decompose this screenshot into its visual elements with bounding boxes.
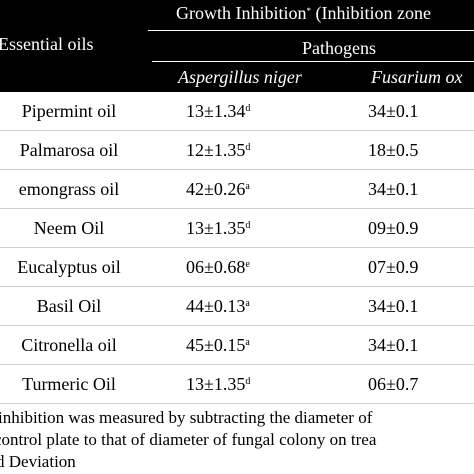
footnote-line: inhibition was measured by subtracting t… <box>0 408 373 427</box>
significance-letter: a <box>245 181 250 192</box>
fusarium-value: 34±0.1 <box>368 179 419 199</box>
oil-name: Pipermint oil <box>21 101 117 121</box>
aspergillus-value: 13±1.34d <box>186 101 250 121</box>
significance-letter: d <box>245 142 251 153</box>
table-row: Eucalyptus oil 06±0.68e 07±0.9 <box>0 248 474 287</box>
header-title-text: Growth Inhibition <box>176 3 307 23</box>
significance-letter: d <box>245 103 251 114</box>
oil-name: Turmeric Oil <box>22 374 116 394</box>
oil-name: Citronella oil <box>21 335 117 355</box>
header-species-fusarium: Fusarium ox <box>371 67 463 87</box>
header-essential-oils: Essential oils <box>0 34 94 54</box>
fusarium-value: 09±0.9 <box>368 218 419 238</box>
aspergillus-value: 42±0.26a <box>186 179 250 199</box>
value-text: 13±1.35 <box>186 218 246 238</box>
fusarium-value: 18±0.5 <box>368 140 419 160</box>
footnote-line: d Deviation <box>0 452 76 471</box>
value-text: 45±0.15 <box>186 335 246 355</box>
value-text: 13±1.34 <box>186 101 246 121</box>
fusarium-value: 07±0.9 <box>368 257 419 277</box>
fusarium-value: 34±0.1 <box>368 101 419 121</box>
value-text: 06±0.68 <box>186 257 246 277</box>
table-row: Pipermint oil 13±1.34d 34±0.1 <box>0 92 474 131</box>
oil-name: Neem Oil <box>33 218 105 238</box>
table-row: Citronella oil 45±0.15a 34±0.1 <box>0 326 474 365</box>
table-row: Basil Oil 44±0.13a 34±0.1 <box>0 287 474 326</box>
header-species-aspergillus: Aspergillus niger <box>178 67 302 87</box>
aspergillus-value: 45±0.15a <box>186 335 250 355</box>
aspergillus-value: 13±1.35d <box>186 218 250 238</box>
aspergillus-value: 06±0.68e <box>186 257 250 277</box>
fusarium-value: 34±0.1 <box>368 296 419 316</box>
header-title: Growth Inhibition* (Inhibition zone <box>176 3 431 23</box>
significance-letter: d <box>245 220 251 231</box>
significance-letter: a <box>245 337 250 348</box>
table-header: Growth Inhibition* (Inhibition zone Esse… <box>0 0 474 92</box>
oil-name: Basil Oil <box>36 296 102 316</box>
value-text: 42±0.26 <box>186 179 246 199</box>
significance-letter: d <box>245 376 251 387</box>
table-row: Neem Oil 13±1.35d 09±0.9 <box>0 209 474 248</box>
oil-name: emongrass oil <box>18 179 120 199</box>
aspergillus-value: 44±0.13a <box>186 296 250 316</box>
table-row: Turmeric Oil 13±1.35d 06±0.7 <box>0 365 474 404</box>
header-title-mark: * <box>306 6 312 16</box>
aspergillus-value: 12±1.35d <box>186 140 250 160</box>
value-text: 13±1.35 <box>186 374 246 394</box>
significance-letter: e <box>245 259 250 270</box>
fusarium-value: 06±0.7 <box>368 374 419 394</box>
header-title-suffix: (Inhibition zone <box>311 3 431 23</box>
significance-letter: a <box>245 298 250 309</box>
value-text: 12±1.35 <box>186 140 246 160</box>
header-divider-bottom <box>152 61 474 62</box>
table-row: emongrass oil 42±0.26a 34±0.1 <box>0 170 474 209</box>
header-divider-top <box>148 30 474 31</box>
fusarium-value: 34±0.1 <box>368 335 419 355</box>
oil-name: Eucalyptus oil <box>17 257 121 277</box>
footnote-line: control plate to that of diameter of fun… <box>0 430 377 449</box>
value-text: 44±0.13 <box>186 296 246 316</box>
table-row: Palmarosa oil 12±1.35d 18±0.5 <box>0 131 474 170</box>
oil-name: Palmarosa oil <box>19 140 119 160</box>
aspergillus-value: 13±1.35d <box>186 374 250 394</box>
header-pathogens: Pathogens <box>302 38 376 58</box>
